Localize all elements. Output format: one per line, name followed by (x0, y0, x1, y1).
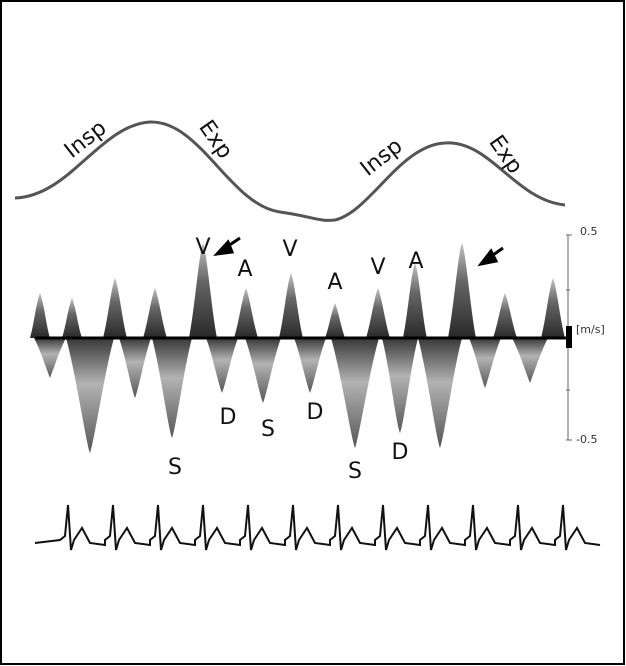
reverse-wave (294, 338, 326, 393)
forward-wave (30, 293, 50, 338)
wave-label: V (282, 237, 297, 262)
forward-wave (279, 273, 303, 338)
respiration-curve (14, 120, 566, 222)
forward-wave (189, 243, 217, 338)
wave-label: S (348, 459, 362, 484)
scale-unit: [m/s] (576, 323, 605, 336)
reverse-wave (245, 338, 281, 403)
forward-wave (143, 288, 167, 338)
reverse-wave (152, 338, 192, 438)
reverse-wave (331, 338, 379, 448)
wave-label: S (261, 417, 275, 442)
reverse-wave (34, 338, 66, 378)
forward-wave (103, 278, 127, 338)
reverse-wave (382, 338, 418, 433)
arrows (213, 236, 504, 267)
wave-label: A (237, 257, 252, 282)
wave-label: A (408, 249, 423, 274)
scale-top: 0.5 (580, 225, 598, 238)
forward-wave (448, 243, 476, 338)
forward-wave (234, 288, 258, 338)
forward-wave (325, 303, 345, 338)
forward-wave (366, 288, 390, 338)
wave-label: D (392, 440, 409, 465)
forward-wave (541, 278, 565, 338)
reverse-wave (206, 338, 238, 393)
scale-bottom: -0.5 (576, 433, 597, 446)
wave-label: V (370, 255, 385, 280)
scale-marker (566, 326, 572, 348)
reverse-wave (119, 338, 151, 398)
wave-label: A (327, 270, 342, 295)
ecg-trace (34, 504, 601, 551)
forward-wave (62, 298, 82, 338)
wave-label: D (307, 400, 324, 425)
reverse-wave (66, 338, 114, 453)
doppler-signal (30, 243, 565, 453)
wave-label: S (168, 455, 182, 480)
reverse-wave (469, 338, 501, 388)
reverse-wave (418, 338, 462, 448)
reverse-wave (512, 338, 548, 383)
forward-wave (493, 293, 517, 338)
forward-wave (403, 263, 427, 338)
wave-label: V (195, 235, 210, 260)
wave-label: D (220, 405, 237, 430)
